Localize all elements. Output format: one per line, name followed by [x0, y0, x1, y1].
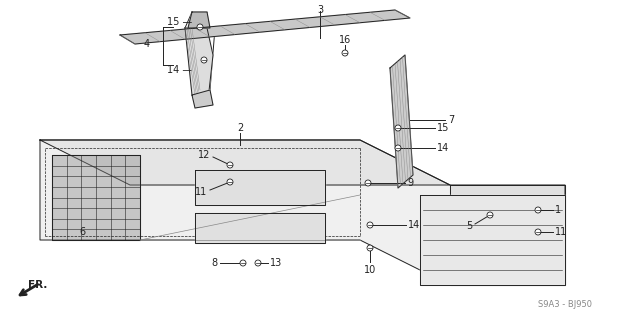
Text: 6: 6: [79, 227, 85, 237]
Polygon shape: [40, 140, 565, 285]
Text: 13: 13: [270, 258, 282, 268]
Text: S9A3 - BJ950: S9A3 - BJ950: [538, 300, 592, 309]
Text: 12: 12: [198, 150, 210, 160]
Text: FR.: FR.: [28, 280, 47, 290]
Circle shape: [227, 162, 233, 168]
Circle shape: [367, 245, 373, 251]
Polygon shape: [40, 140, 450, 185]
Polygon shape: [390, 55, 413, 188]
Circle shape: [395, 125, 401, 131]
Circle shape: [240, 260, 246, 266]
Circle shape: [342, 50, 348, 56]
Circle shape: [365, 180, 371, 186]
Polygon shape: [195, 170, 325, 205]
Circle shape: [535, 207, 541, 213]
Text: 7: 7: [448, 115, 454, 125]
Text: 9: 9: [407, 178, 413, 188]
Polygon shape: [52, 155, 140, 240]
Circle shape: [487, 212, 493, 218]
Polygon shape: [450, 185, 565, 285]
Circle shape: [197, 24, 203, 30]
Circle shape: [201, 57, 207, 63]
Polygon shape: [420, 195, 565, 285]
Text: 15: 15: [437, 123, 449, 133]
Circle shape: [535, 229, 541, 235]
Text: 5: 5: [466, 221, 472, 231]
Polygon shape: [185, 28, 213, 100]
Text: 16: 16: [339, 35, 351, 45]
Text: 15 —: 15 —: [167, 17, 192, 27]
Circle shape: [227, 179, 233, 185]
Text: 10: 10: [364, 265, 376, 275]
Text: 2: 2: [237, 123, 243, 133]
Text: 11: 11: [195, 187, 207, 197]
Polygon shape: [195, 213, 325, 243]
Text: 3: 3: [317, 5, 323, 15]
Circle shape: [395, 145, 401, 151]
Circle shape: [367, 222, 373, 228]
Text: 8: 8: [212, 258, 218, 268]
Polygon shape: [120, 10, 410, 44]
Circle shape: [255, 260, 261, 266]
Polygon shape: [188, 12, 210, 28]
Text: 4: 4: [144, 39, 150, 49]
Text: 14: 14: [437, 143, 449, 153]
Text: 1: 1: [555, 205, 561, 215]
Text: 14: 14: [408, 220, 420, 230]
Polygon shape: [192, 90, 213, 108]
Text: 14 —: 14 —: [167, 65, 192, 75]
Text: 11: 11: [555, 227, 567, 237]
